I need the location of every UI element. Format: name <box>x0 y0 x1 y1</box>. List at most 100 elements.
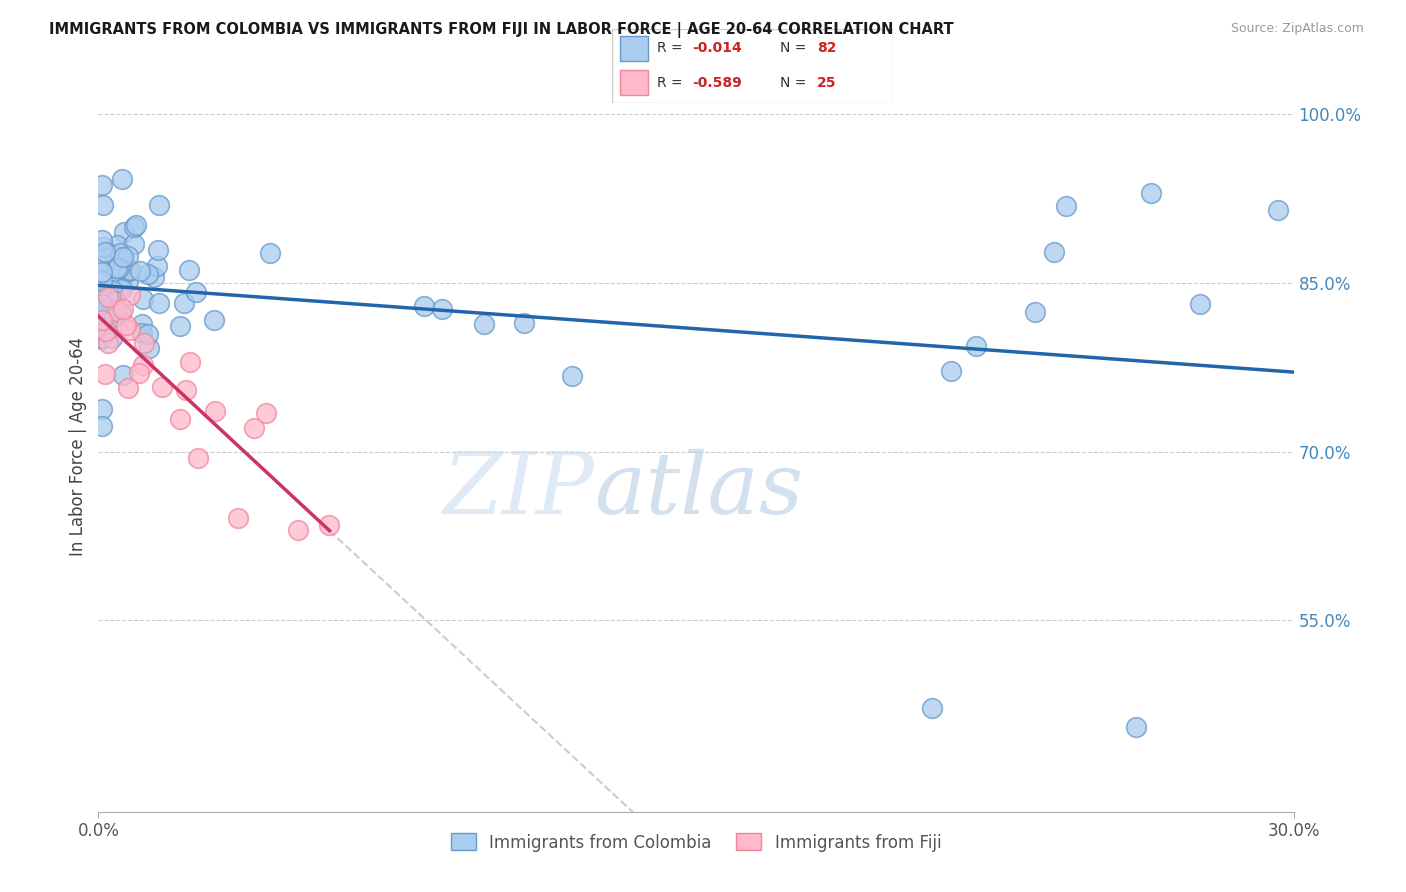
Point <box>97 308 120 322</box>
Point <box>97 294 120 309</box>
Point <box>91 265 114 279</box>
Point <box>105 260 128 275</box>
Point <box>259 245 281 260</box>
Point <box>136 267 159 281</box>
Point <box>202 313 225 327</box>
Point <box>143 270 166 285</box>
Point <box>1042 245 1064 260</box>
Text: atlas: atlas <box>595 449 803 532</box>
Point <box>150 380 173 394</box>
Point <box>430 302 453 317</box>
Point <box>101 283 124 297</box>
Point <box>94 324 117 338</box>
Point <box>179 355 201 369</box>
Bar <box>620 70 648 95</box>
Point <box>131 317 153 331</box>
Point <box>169 318 191 333</box>
Text: -0.014: -0.014 <box>692 41 741 55</box>
Point <box>91 297 114 311</box>
Point <box>91 254 114 268</box>
Point <box>1188 297 1211 311</box>
Text: 25: 25 <box>817 76 837 90</box>
Point <box>242 421 264 435</box>
Point <box>91 310 114 324</box>
Point <box>117 248 139 262</box>
Point <box>148 198 170 212</box>
Point <box>97 335 120 350</box>
Point <box>97 283 120 297</box>
Point <box>184 285 207 299</box>
Point <box>93 316 115 330</box>
Point <box>91 274 114 288</box>
Text: R =: R = <box>657 41 686 55</box>
Point <box>93 323 115 337</box>
Point <box>111 368 134 382</box>
Point <box>118 323 141 337</box>
Point <box>148 244 170 258</box>
Point <box>122 236 145 251</box>
Point <box>122 219 145 234</box>
Point <box>110 306 132 320</box>
Text: N =: N = <box>780 41 811 55</box>
Point <box>128 366 150 380</box>
Point <box>111 282 134 296</box>
Point <box>132 292 155 306</box>
Point <box>105 237 128 252</box>
Point <box>91 178 114 192</box>
Point <box>91 401 114 416</box>
Point <box>177 263 200 277</box>
Point <box>129 264 152 278</box>
Point <box>104 293 127 308</box>
Point <box>115 318 138 332</box>
Point <box>103 248 125 262</box>
Point <box>97 301 120 316</box>
Point <box>131 326 153 341</box>
Point <box>93 244 115 259</box>
Text: Source: ZipAtlas.com: Source: ZipAtlas.com <box>1230 22 1364 36</box>
Point <box>91 233 114 247</box>
Point <box>97 290 120 304</box>
Point <box>174 384 197 398</box>
Point <box>125 218 148 232</box>
Point <box>136 327 159 342</box>
Point <box>1139 186 1161 200</box>
Point <box>112 225 135 239</box>
Point <box>1024 305 1046 319</box>
Point <box>91 312 114 326</box>
Text: IMMIGRANTS FROM COLOMBIA VS IMMIGRANTS FROM FIJI IN LABOR FORCE | AGE 20-64 CORR: IMMIGRANTS FROM COLOMBIA VS IMMIGRANTS F… <box>49 22 953 38</box>
Point <box>939 364 962 378</box>
Point <box>472 317 495 331</box>
Point <box>965 339 987 353</box>
Point <box>412 299 434 313</box>
Point <box>561 368 583 383</box>
Point <box>318 517 340 532</box>
Point <box>921 701 943 715</box>
Point <box>94 367 117 381</box>
Point <box>1267 202 1289 217</box>
Point <box>112 301 135 316</box>
Point <box>91 418 114 433</box>
Point <box>108 261 131 276</box>
Point <box>91 198 114 212</box>
Point <box>103 310 125 324</box>
Bar <box>620 36 648 61</box>
Point <box>120 288 142 302</box>
Point <box>254 406 277 420</box>
Point <box>91 333 114 347</box>
Point <box>513 316 536 330</box>
Point <box>115 265 138 279</box>
Point <box>100 260 122 275</box>
Text: N =: N = <box>780 76 811 90</box>
Point <box>110 253 132 268</box>
Y-axis label: In Labor Force | Age 20-64: In Labor Force | Age 20-64 <box>69 336 87 556</box>
Point <box>91 331 114 345</box>
Text: 82: 82 <box>817 41 837 55</box>
Point <box>91 290 114 304</box>
Point <box>117 274 139 288</box>
Point <box>117 381 139 395</box>
Point <box>110 245 132 260</box>
Point <box>287 524 309 538</box>
Point <box>101 331 124 345</box>
Point <box>148 295 170 310</box>
Point <box>173 296 195 310</box>
